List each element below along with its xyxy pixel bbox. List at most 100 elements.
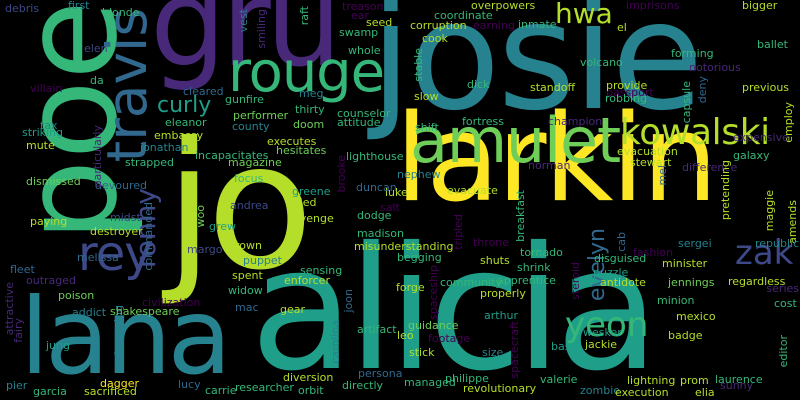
word-minion: minion [657, 294, 695, 307]
word-titled: titled [288, 196, 317, 209]
word-rouge: rouge [228, 40, 385, 105]
word-debris: debris [5, 2, 40, 15]
word-civilization: civilization [142, 296, 201, 309]
word-shift: shift [415, 121, 439, 134]
word-villain: villain [30, 82, 63, 95]
word-tax: tax [40, 119, 58, 132]
word-addict: addict [72, 306, 107, 319]
word-avenge: avenge [293, 212, 334, 225]
word-shuts: shuts [480, 254, 510, 267]
word-madison: madison [357, 227, 404, 240]
word-overpowers: overpowers [471, 0, 536, 12]
word-apprentice: apprentice [497, 274, 556, 287]
word-wesker: wesker [583, 326, 622, 339]
word-jo: jo [165, 106, 314, 309]
word-leo: leo [397, 329, 414, 342]
word-inmate: inmate [518, 18, 557, 31]
word-difference: difference [682, 161, 738, 174]
word-deny: deny [696, 76, 709, 104]
word-slow: slow [414, 90, 439, 103]
word-robbing: robbing [605, 92, 647, 105]
word-first: first [68, 0, 90, 12]
word-maggie: maggie [763, 190, 776, 232]
word-size: size [482, 346, 504, 359]
word-cleared: cleared [183, 85, 224, 98]
word-incapacitates: incapacitates [195, 149, 269, 162]
word-lucy: lucy [178, 378, 201, 391]
word-particularly: particularly [91, 125, 104, 188]
word-devoured: devoured [95, 179, 147, 192]
word-garcia: garcia [33, 385, 67, 398]
word-ballet: ballet [757, 38, 788, 51]
word-mexico: mexico [676, 310, 716, 323]
word-evacuation: evacuation [617, 145, 678, 158]
word-corruption: corruption [410, 19, 467, 32]
word-antidote: antidote [600, 276, 646, 289]
word-forge: forge [396, 281, 425, 294]
word-josie: josie [370, 0, 704, 144]
word-jung: jung [46, 339, 70, 352]
word-salt: salt [380, 201, 400, 214]
word-notorious: notorious [689, 61, 741, 74]
word-properly: properly [480, 287, 526, 300]
word-sergei: sergei [678, 237, 712, 250]
word-ear: ear [351, 9, 370, 22]
word-prom: prom [680, 374, 709, 387]
word-alicia: alicia [250, 211, 660, 400]
word-county: county [232, 120, 270, 133]
word-guidance: guidance [408, 319, 459, 332]
word-meg: meg [299, 87, 324, 100]
word-performer: performer [233, 109, 289, 122]
word-directly: directly [342, 379, 384, 392]
word-mel: mel [656, 165, 669, 186]
word-minister: minister [662, 257, 708, 270]
word-imprisons: imprisons [626, 0, 680, 12]
word-champion: champion [548, 115, 603, 128]
word-andrea: andrea [230, 199, 269, 212]
word-disguised: disguised [594, 252, 647, 265]
word-pretending: pretending [719, 160, 732, 221]
word-bigger: bigger [742, 0, 778, 12]
word-jennings: jennings [668, 276, 715, 289]
word-cook: cook [422, 32, 448, 45]
word-nephew: nephew [397, 168, 441, 181]
word-rey: rey [78, 226, 153, 282]
word-stewart: stewart [630, 156, 672, 169]
word-lightning: lightning [627, 374, 676, 387]
word-greene: greene [292, 185, 331, 198]
word-orbit: orbit [298, 384, 324, 397]
word-hesitates: hesitates [276, 144, 327, 157]
word-mute: mute [26, 139, 55, 152]
word-mac: mac [235, 301, 259, 314]
word-sunny: sunny [720, 379, 754, 392]
word-managed: managed [404, 376, 456, 389]
word-tornado: tornado [520, 246, 563, 259]
word-gru: gru [150, 0, 342, 94]
word-doom: doom [293, 118, 325, 131]
word-sensing: sensing [300, 264, 343, 277]
word-elia: elia [695, 386, 715, 399]
word-expensive: expensive [733, 131, 789, 144]
word-persona: persona [358, 367, 403, 380]
word-previous: previous [742, 81, 790, 94]
word-fashion: fashion [633, 246, 674, 259]
word-philippe: philippe [445, 372, 489, 385]
word-fleet: fleet [10, 263, 35, 276]
word-capsule: capsule [680, 81, 693, 124]
word-breakfast: breakfast [514, 190, 527, 242]
word-vest: vest [237, 9, 250, 33]
word-magazine: magazine [228, 156, 282, 169]
word-shakespeare: shakespeare [110, 305, 180, 318]
word-elen: elen [84, 42, 108, 55]
word-diversion: diversion [283, 371, 334, 384]
word-attitude: attitude [337, 116, 381, 129]
word-republic: republic [755, 237, 800, 250]
word-spaceship: spaceship [427, 265, 440, 321]
word-blonde: blonde [102, 6, 140, 19]
word-spent: spent [232, 269, 263, 282]
word-footage: footage [428, 332, 471, 345]
word-editor: editor [777, 335, 790, 368]
word-margo: margo [187, 243, 223, 256]
word-amulet: amulet [410, 104, 621, 177]
word-fairy: fairy [12, 318, 25, 343]
